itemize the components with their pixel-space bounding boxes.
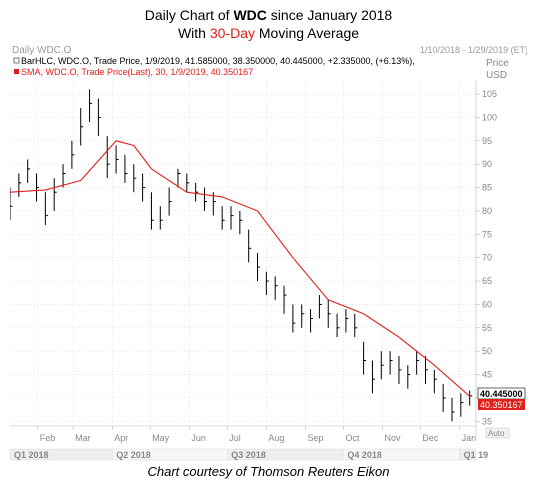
last-price-value: 40.445000 — [480, 389, 523, 399]
quarter-bands: Q1 2018 Q2 2018 Q3 2018 Q4 2018 Q1 19 — [9, 448, 489, 461]
title-prefix: Daily Chart of — [144, 7, 234, 23]
auto-scale-label: Auto — [488, 429, 505, 438]
sma-line-group — [9, 140, 471, 397]
y-tick-label: 85 — [482, 183, 492, 193]
quarter-band — [459, 448, 477, 461]
currency-label: USD — [486, 70, 507, 81]
x-tick-label: Jun — [191, 433, 206, 443]
chart-title: Daily Chart of WDC since January 2018 Wi… — [0, 6, 537, 42]
y-tick-label: 50 — [482, 346, 492, 356]
x-tick-label: Feb — [40, 433, 56, 443]
quarter-label: Q3 2018 — [231, 450, 266, 460]
y-tick-label: 90 — [482, 159, 492, 169]
subtitle-suffix: Moving Average — [255, 25, 360, 41]
x-tick-label: Mar — [75, 433, 91, 443]
x-tick-label: Jan — [462, 433, 477, 443]
y-tick-label: 95 — [482, 136, 492, 146]
sma-legend-icon — [14, 69, 19, 74]
y-tick-label: 70 — [482, 253, 492, 263]
bar-legend-text: BarHLC, WDC.O, Trade Price, 1/9/2019, 41… — [21, 56, 415, 66]
bar-legend-icon — [13, 57, 20, 64]
title-suffix: since January 2018 — [266, 7, 393, 23]
quarter-label: Q1 19 — [464, 450, 489, 460]
title-line-2: With 30-Day Moving Average — [0, 24, 537, 42]
chart-caption: Chart courtesy of Thomson Reuters Eikon — [147, 464, 390, 479]
x-tick-label: Jul — [229, 433, 241, 443]
y-tick-label: 45 — [482, 370, 492, 380]
subtitle-prefix: With — [177, 25, 210, 41]
x-tick-label: May — [152, 433, 170, 443]
y-tick-label: 65 — [482, 276, 492, 286]
y-tick-label: 60 — [482, 299, 492, 309]
quarter-label: Q1 2018 — [14, 450, 49, 460]
y-tick-label: 100 — [482, 112, 497, 122]
y-axis-ticks: 35404550556065707580859095100105 — [475, 80, 497, 436]
title-line-1: Daily Chart of WDC since January 2018 — [0, 6, 537, 24]
x-axis-ticks: Feb Mar Apr May Jun Jul Aug Sep Oct Nov Dec Jan — [10, 425, 477, 443]
subtitle-highlight: 30-Day — [209, 25, 255, 41]
sma-legend-text: SMA, WDC.O, Trade Price(Last), 30, 1/9/2… — [21, 67, 253, 77]
last-sma-value: 40.350167 — [480, 400, 523, 410]
y-tick-label: 80 — [482, 206, 492, 216]
y-tick-label: 105 — [482, 89, 497, 99]
panel-date-range: 1/10/2018 - 1/29/2019 (ET) — [420, 45, 527, 55]
y-tick-label: 75 — [482, 229, 492, 239]
price-axis-label: Price — [486, 58, 509, 69]
title-ticker: WDC — [233, 7, 267, 23]
auto-scale-button[interactable] — [485, 427, 510, 439]
x-tick-label: Dec — [422, 433, 439, 443]
panel-name: Daily WDC.O — [12, 45, 72, 56]
x-tick-label: Aug — [268, 433, 284, 443]
y-tick-label: 55 — [482, 323, 492, 333]
last-sma-tag — [478, 399, 525, 410]
x-tick-label: Apr — [114, 433, 128, 443]
y-tick-label: 35 — [482, 416, 492, 426]
x-tick-label: Sep — [308, 433, 324, 443]
quarter-label: Q2 2018 — [116, 450, 151, 460]
grid-lines — [10, 80, 476, 426]
price-bars — [9, 89, 473, 422]
x-tick-label: Nov — [385, 433, 402, 443]
quarter-label: Q4 2018 — [347, 450, 382, 460]
x-tick-label: Oct — [345, 433, 360, 443]
sma-line — [9, 140, 471, 397]
